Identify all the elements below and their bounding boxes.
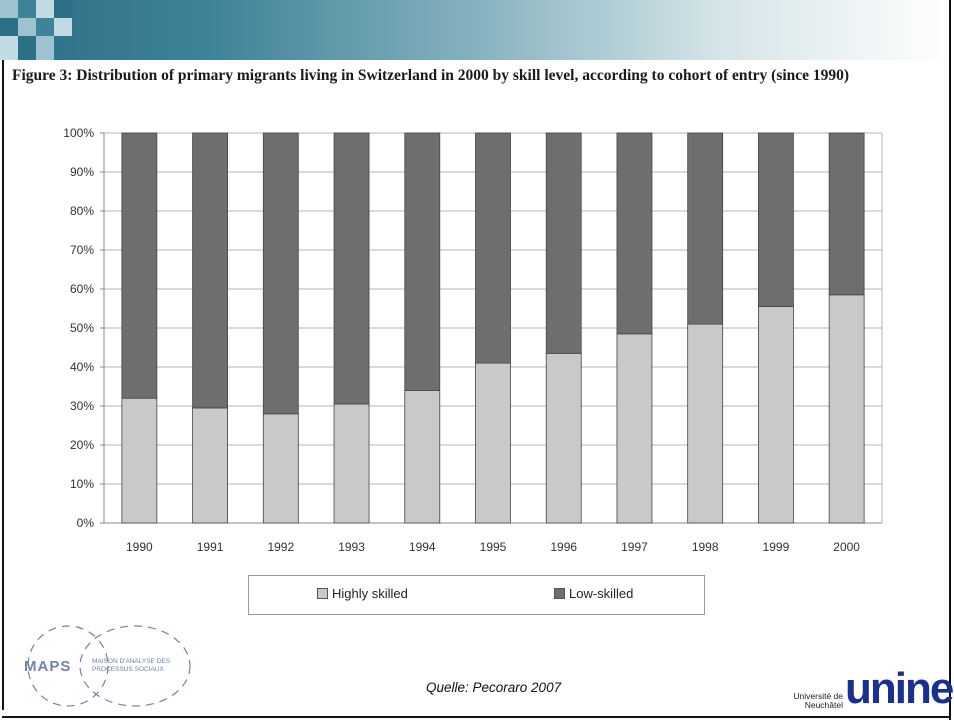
y-tick-label: 10% [70, 477, 94, 491]
bar-segment-highly-skilled [121, 397, 158, 524]
y-tick-label: 60% [70, 282, 94, 296]
y-tick-label: 30% [70, 399, 94, 413]
legend-item-low-skilled: Low-skilled [554, 586, 633, 601]
bar-segment-low-skilled [828, 132, 865, 296]
maps-logo: MAPS MAISON D'ANALYSE DES PROCESSUS SOCI… [20, 618, 220, 713]
bar-segment-low-skilled [475, 132, 511, 364]
bar-segment-highly-skilled [828, 294, 865, 524]
bar-segment-highly-skilled [333, 403, 370, 524]
bar-segment-low-skilled [545, 132, 582, 354]
x-tick-label: 1991 [197, 540, 224, 554]
y-tick-label: 50% [70, 321, 94, 335]
bar-segment-highly-skilled [687, 323, 724, 524]
frame-right-border [949, 0, 951, 720]
y-tick-label: 70% [70, 243, 94, 257]
bar-segment-highly-skilled [758, 306, 794, 524]
y-tick-label: 80% [70, 204, 94, 218]
y-tick-label: 90% [70, 165, 94, 179]
x-tick-label: 1994 [409, 540, 436, 554]
x-tick-label: 1996 [550, 540, 577, 554]
x-tick-label: 1992 [267, 540, 294, 554]
chart-legend: Highly skilled Low-skilled [248, 575, 705, 615]
frame-bottom-border [2, 716, 951, 718]
legend-item-highly-skilled: Highly skilled [317, 586, 408, 601]
header-mosaic [0, 0, 90, 60]
unine-logo: Université de Neuchâtel unine [785, 664, 954, 714]
header-band [0, 0, 954, 60]
bar-segment-highly-skilled [545, 352, 582, 524]
bar-segment-highly-skilled [616, 333, 653, 524]
bar-segment-highly-skilled [262, 413, 299, 524]
y-tick-label: 20% [70, 438, 94, 452]
x-tick-label: 1990 [126, 540, 153, 554]
unine-logo-text: unine [845, 664, 954, 713]
y-tick-label: 40% [70, 360, 94, 374]
bar-segment-low-skilled [192, 132, 228, 409]
maps-logo-subtitle: MAISON D'ANALYSE DES PROCESSUS SOCIAUX [92, 658, 171, 673]
x-tick-label: 1998 [692, 540, 719, 554]
legend-label-highly-skilled: Highly skilled [332, 586, 408, 601]
y-tick-label: 100% [63, 126, 94, 140]
bar-segment-low-skilled [333, 132, 370, 405]
source-citation: Quelle: Pecoraro 2007 [426, 680, 562, 695]
bar-segment-highly-skilled [404, 389, 441, 524]
bar-segment-highly-skilled [192, 407, 228, 524]
x-tick-label: 1997 [621, 540, 648, 554]
legend-swatch-highly-skilled [317, 588, 328, 599]
bar-segment-low-skilled [758, 132, 794, 307]
x-tick-label: 1995 [480, 540, 507, 554]
figure-title: Figure 3: Distribution of primary migran… [12, 67, 850, 84]
frame-left-border [2, 60, 4, 710]
unine-university-name: Université de Neuchâtel [793, 691, 843, 710]
x-tick-label: 2000 [833, 540, 860, 554]
bar-segment-low-skilled [687, 132, 724, 325]
bar-segment-low-skilled [404, 132, 441, 391]
bar-segment-low-skilled [616, 132, 653, 335]
y-tick-label: 0% [77, 516, 95, 530]
maps-logo-arcs [27, 625, 191, 707]
legend-label-low-skilled: Low-skilled [569, 586, 634, 601]
x-tick-label: 1993 [338, 540, 365, 554]
bar-segment-low-skilled [121, 132, 158, 399]
x-tick-label: 1999 [763, 540, 790, 554]
legend-swatch-low-skilled [554, 588, 565, 599]
bar-segment-highly-skilled [475, 362, 511, 524]
maps-logo-text: MAPS [24, 658, 72, 675]
bar-segment-low-skilled [262, 132, 299, 415]
